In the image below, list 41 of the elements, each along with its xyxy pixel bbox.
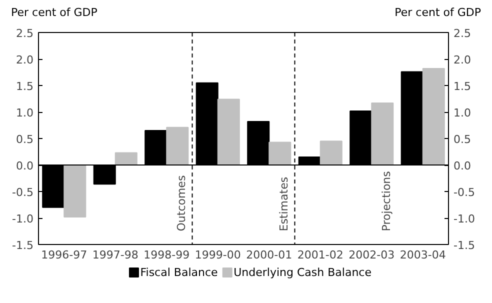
bar [371,102,394,166]
bar [268,142,292,166]
bar [217,98,240,166]
legend-label: Fiscal Balance [140,266,218,279]
bar [320,140,342,166]
x-tick-label: 2003-04 [400,248,446,262]
y2-tick-label: -1.5 [454,239,475,252]
y-tick-label: -1.0 [12,212,34,226]
y2-tick-label: -0.5 [454,186,475,199]
y-tick-label: 0.0 [16,160,34,172]
bar [114,152,138,166]
annotation: Projections [380,170,394,232]
y2-tick-label: 1.5 [454,80,471,93]
annotation: Outcomes [175,175,188,232]
x-tick-label: 2002-03 [348,248,395,262]
y-tick-label: 1.5 [16,80,34,93]
y2-tick-label: 2.0 [454,54,471,66]
y2-tick-label: 2.5 [454,27,471,40]
y2-tick-label: 1.0 [454,106,471,120]
bar [422,68,445,166]
bar [64,164,86,218]
y2-tick-label: 0.0 [454,160,471,172]
x-tick-label: 2000-01 [246,248,292,262]
y-tick-label: 0.5 [16,133,34,146]
y-tick-label: -0.5 [12,186,34,199]
y2-tick-label: 0.5 [454,133,471,146]
legend-label: Underlying Cash Balance [234,266,372,279]
x-tick-label: 1996-97 [41,248,88,262]
y-tick-label: 2.5 [16,27,34,40]
y2-tick-label: -1.0 [454,212,475,226]
y-tick-label: 1.0 [16,106,34,120]
y2-axis-title: Per cent of GDP [394,5,481,21]
y-tick-label: -1.5 [12,239,34,252]
annotation: Estimates [278,176,291,232]
bar [166,126,189,166]
x-tick-label: 1999-00 [194,248,241,262]
y-axis-title: Per cent of GDP [11,5,98,21]
x-tick-label: 1997-98 [92,248,138,262]
x-tick-label: 2001-02 [297,248,344,262]
y-tick-label: 2.0 [16,54,34,66]
x-tick-label: 1998-99 [144,248,190,262]
